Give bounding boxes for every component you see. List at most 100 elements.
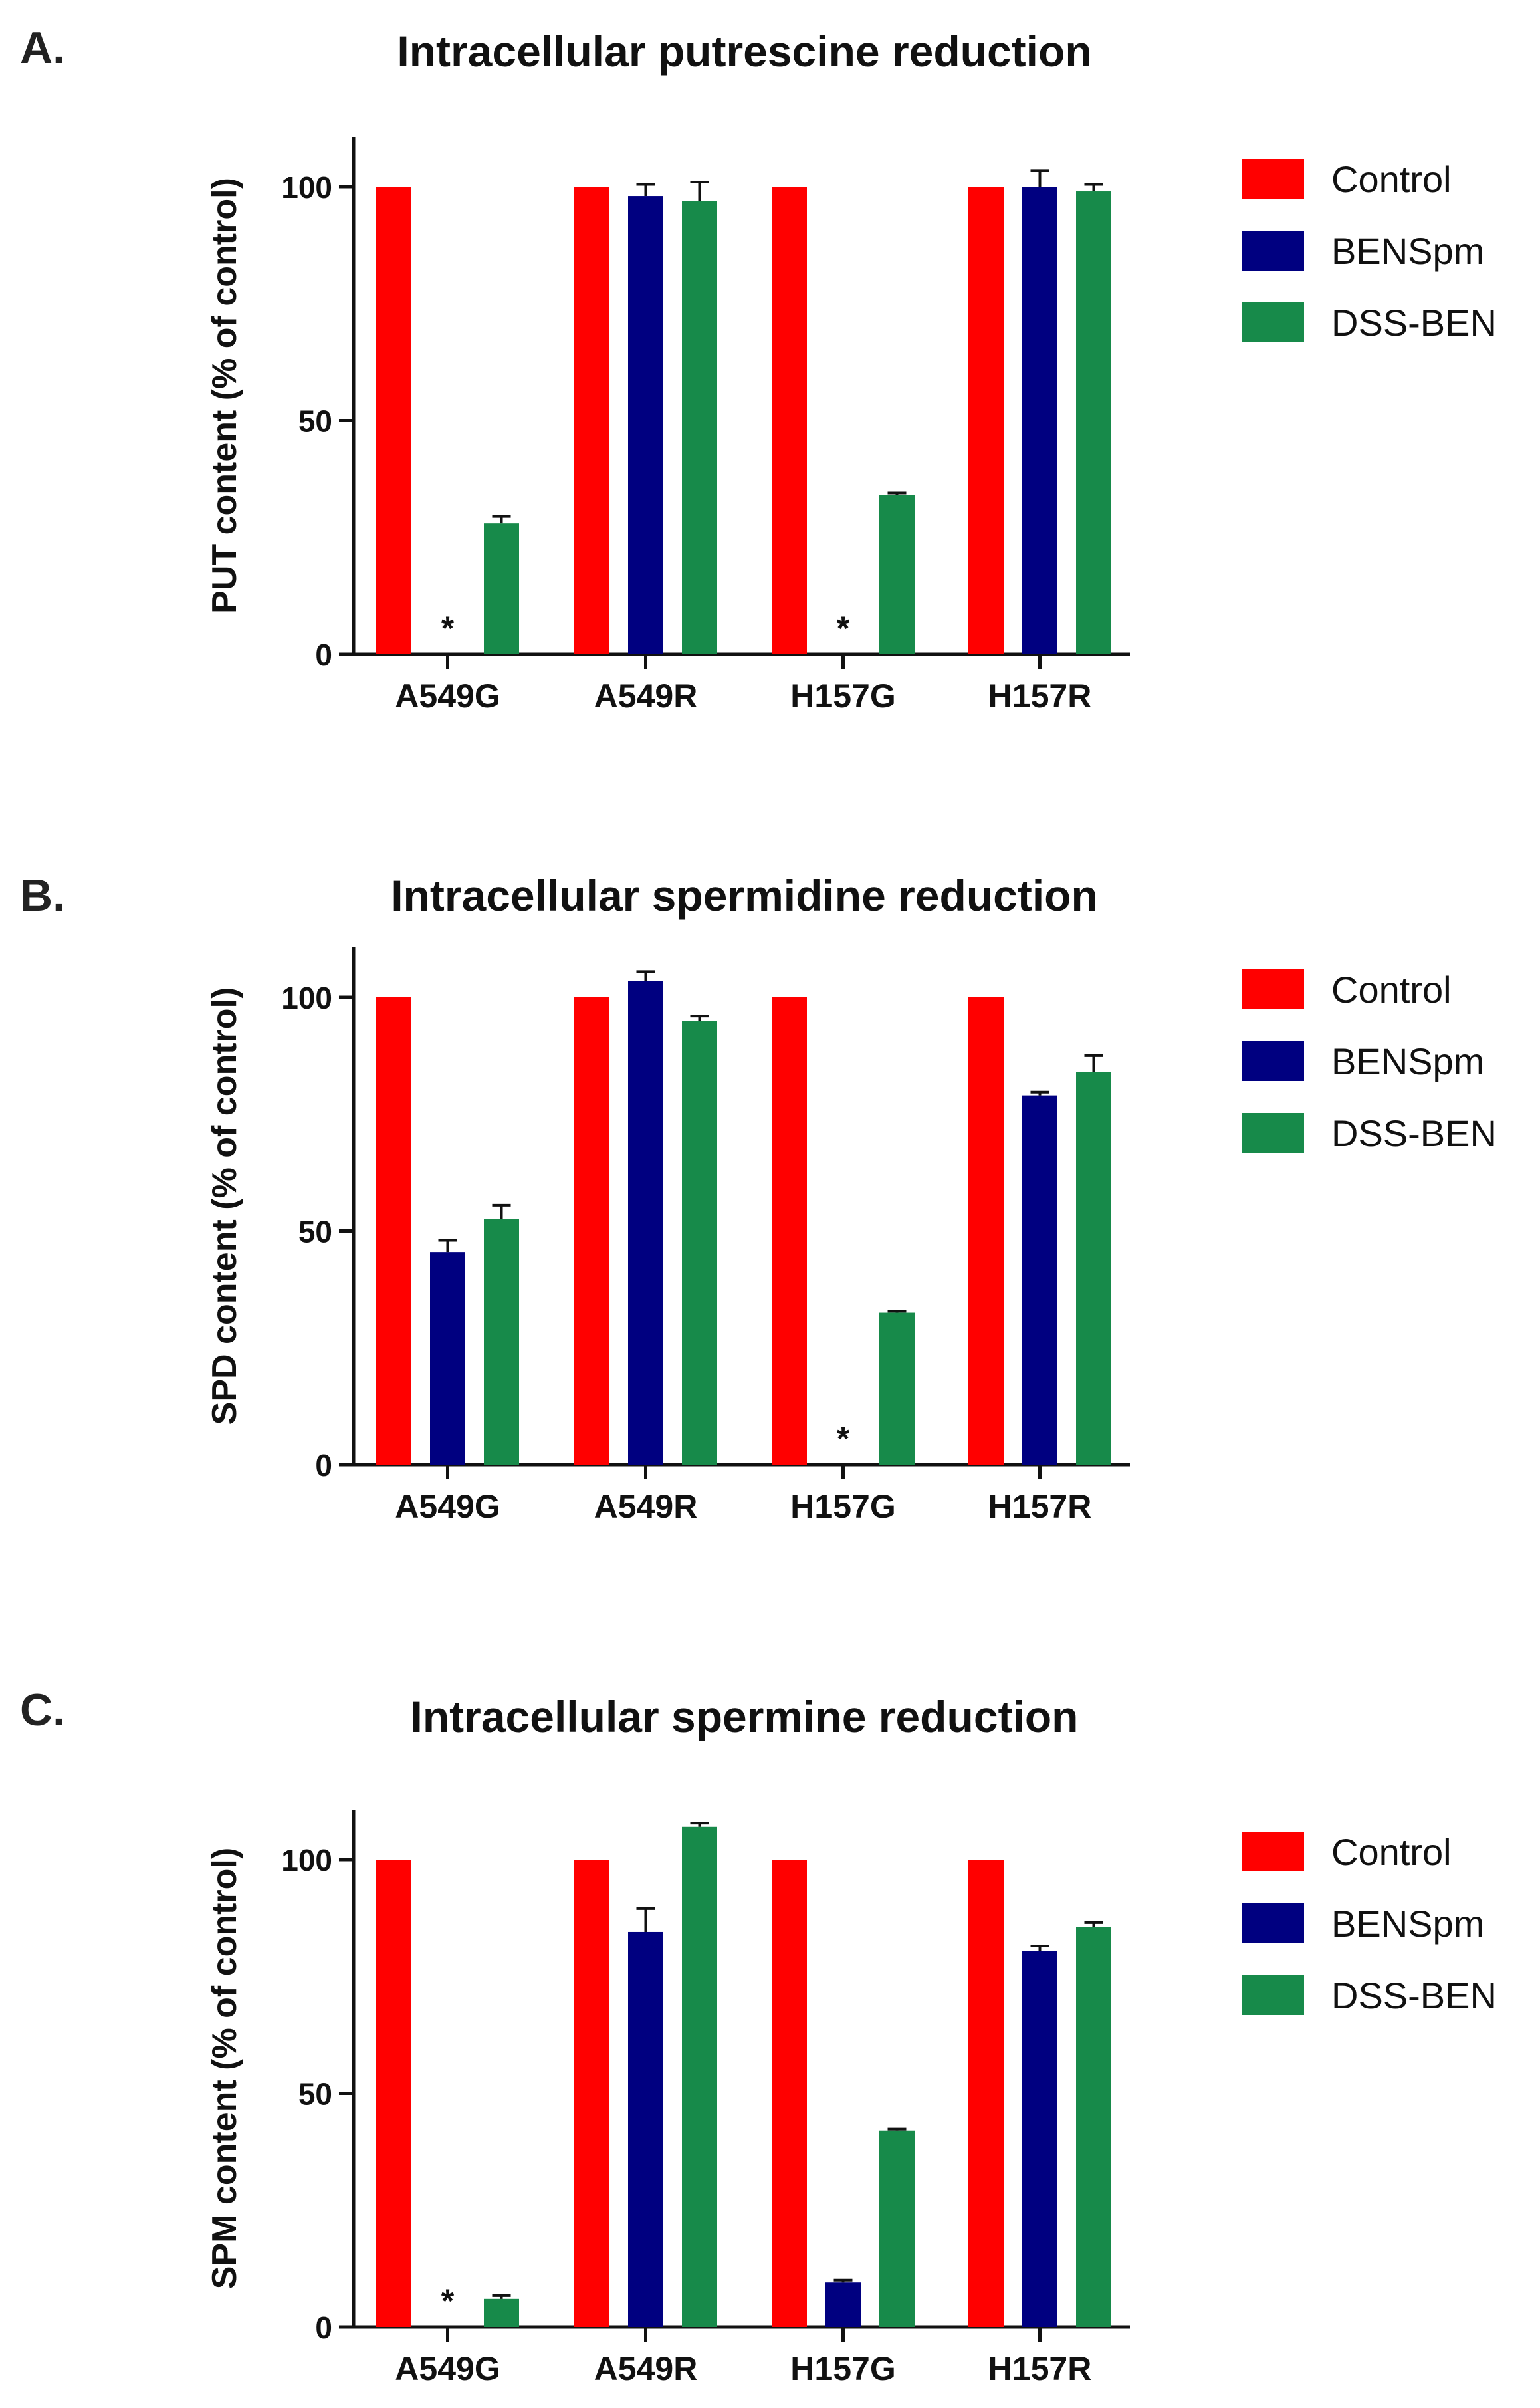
error-bar-benspm-h157r [1030, 1090, 1049, 1096]
error-bar-benspm-a549g [438, 1239, 457, 1253]
y-tick-label-100: 100 [281, 1843, 332, 1877]
x-tick-label-a549r: A549R [594, 677, 698, 715]
chart-panel-a: A. Intracellular putrescine reduction PUT … [20, 23, 1497, 715]
y-axis-label: PUT content (% of control) [205, 178, 244, 614]
significance-asterisk-h157g: * [837, 1420, 850, 1457]
x-tick-label-a549g: A549G [395, 2350, 500, 2387]
bar-dss-ben-h157g [879, 495, 915, 654]
bar-dss-ben-h157g [879, 1312, 915, 1465]
error-bar-dss-ben-h157r [1084, 1054, 1103, 1072]
legend-swatch-dss-ben [1242, 302, 1304, 342]
x-tick-label-a549r: A549R [594, 2350, 698, 2387]
y-tick-label-50: 50 [298, 2077, 332, 2111]
bar-control-h157r [968, 1860, 1004, 2327]
error-bar-dss-ben-h157r [1084, 183, 1103, 192]
x-tick-label-a549r: A549R [594, 1488, 698, 1525]
chart-title: Intracellular putrescine reduction [397, 27, 1091, 76]
legend-swatch-dss-ben [1242, 1975, 1304, 2015]
x-tick-label-h157g: H157G [790, 2350, 895, 2387]
y-tick-label-50: 50 [298, 1215, 332, 1249]
x-tick-label-h157g: H157G [790, 1488, 895, 1525]
legend-label-benspm: BENSpm [1331, 1040, 1484, 1082]
legend-label-control: Control [1331, 969, 1452, 1011]
error-bar-dss-ben-a549g [492, 515, 511, 524]
significance-asterisk-h157g: * [837, 610, 850, 647]
legend-swatch-benspm [1242, 231, 1304, 271]
bar-dss-ben-a549g [484, 2298, 519, 2327]
legend-label-benspm: BENSpm [1331, 230, 1484, 272]
y-tick-label-100: 100 [281, 170, 332, 205]
legend-label-dss-ben: DSS-BEN [1331, 1975, 1497, 2016]
bar-benspm-a549r [628, 981, 663, 1465]
x-tick-label-a549g: A549G [395, 1488, 500, 1525]
error-bar-dss-ben-h157r [1084, 1921, 1103, 1927]
panel-label: B. [20, 870, 65, 921]
bar-benspm-a549r [628, 1931, 663, 2327]
bar-control-h157r [968, 187, 1004, 654]
error-bar-benspm-a549r [636, 183, 655, 197]
bar-control-a549r [574, 997, 609, 1465]
y-axis-label: SPM content (% of control) [205, 1848, 244, 2289]
chart-title: Intracellular spermidine reduction [391, 871, 1098, 920]
legend-swatch-control [1242, 969, 1304, 1009]
bar-control-a549g [376, 997, 411, 1465]
legend-swatch-dss-ben [1242, 1113, 1304, 1153]
error-bar-dss-ben-h157g [887, 2127, 907, 2131]
significance-asterisk-a549g: * [441, 2282, 455, 2320]
error-bar-dss-ben-h157g [887, 491, 907, 495]
bar-control-h157g [772, 187, 807, 654]
legend-swatch-benspm [1242, 1903, 1304, 1943]
bar-benspm-h157g [825, 2282, 861, 2327]
bar-dss-ben-a549g [484, 523, 519, 654]
chart-title: Intracellular spermine reduction [411, 1692, 1079, 1741]
bar-control-a549r [574, 1860, 609, 2327]
bar-dss-ben-h157r [1076, 191, 1111, 654]
bar-dss-ben-h157g [879, 2130, 915, 2327]
y-tick-label-0: 0 [315, 1448, 332, 1483]
error-bar-benspm-h157r [1030, 169, 1049, 187]
bar-benspm-a549r [628, 196, 663, 654]
y-tick-label-0: 0 [315, 638, 332, 672]
legend-swatch-control [1242, 159, 1304, 199]
legend-swatch-control [1242, 1832, 1304, 1871]
y-tick-label-100: 100 [281, 981, 332, 1015]
legend-label-dss-ben: DSS-BEN [1331, 302, 1497, 344]
error-bar-benspm-h157r [1030, 1945, 1049, 1951]
bar-control-a549g [376, 1860, 411, 2327]
error-bar-dss-ben-a549r [690, 1015, 709, 1021]
legend-label-control: Control [1331, 158, 1452, 200]
y-tick-label-0: 0 [315, 2310, 332, 2345]
x-tick-label-h157g: H157G [790, 677, 895, 715]
significance-asterisk-a549g: * [441, 610, 455, 647]
error-bar-benspm-h157g [833, 2278, 853, 2283]
bar-dss-ben-a549g [484, 1219, 519, 1465]
bar-benspm-h157r [1022, 1951, 1057, 2327]
bar-benspm-h157r [1022, 187, 1057, 654]
bar-dss-ben-h157r [1076, 1072, 1111, 1465]
bar-dss-ben-h157r [1076, 1927, 1111, 2327]
legend-swatch-benspm [1242, 1041, 1304, 1081]
legend-label-benspm: BENSpm [1331, 1903, 1484, 1945]
panel-label: A. [20, 23, 65, 73]
y-tick-label-50: 50 [298, 404, 332, 439]
error-bar-dss-ben-a549r [690, 1822, 709, 1827]
x-tick-label-h157r: H157R [988, 677, 1092, 715]
bar-control-a549r [574, 187, 609, 654]
panel-label: C. [20, 1685, 65, 1735]
error-bar-benspm-a549r [636, 970, 655, 981]
error-bar-dss-ben-a549g [492, 2294, 511, 2299]
bar-dss-ben-a549r [682, 1826, 717, 2327]
y-axis-label: SPD content (% of control) [205, 987, 244, 1425]
bar-control-h157g [772, 997, 807, 1465]
x-tick-label-a549g: A549G [395, 677, 500, 715]
chart-panel-c: C. Intracellular spermine reduction SPM co… [20, 1685, 1497, 2387]
error-bar-dss-ben-h157g [887, 1310, 907, 1313]
x-tick-label-h157r: H157R [988, 2350, 1092, 2387]
legend-label-dss-ben: DSS-BEN [1331, 1112, 1497, 1154]
bar-control-a549g [376, 187, 411, 654]
error-bar-dss-ben-a549r [690, 180, 709, 201]
bar-benspm-h157r [1022, 1095, 1057, 1465]
x-tick-label-h157r: H157R [988, 1488, 1092, 1525]
error-bar-benspm-a549r [636, 1907, 655, 1932]
